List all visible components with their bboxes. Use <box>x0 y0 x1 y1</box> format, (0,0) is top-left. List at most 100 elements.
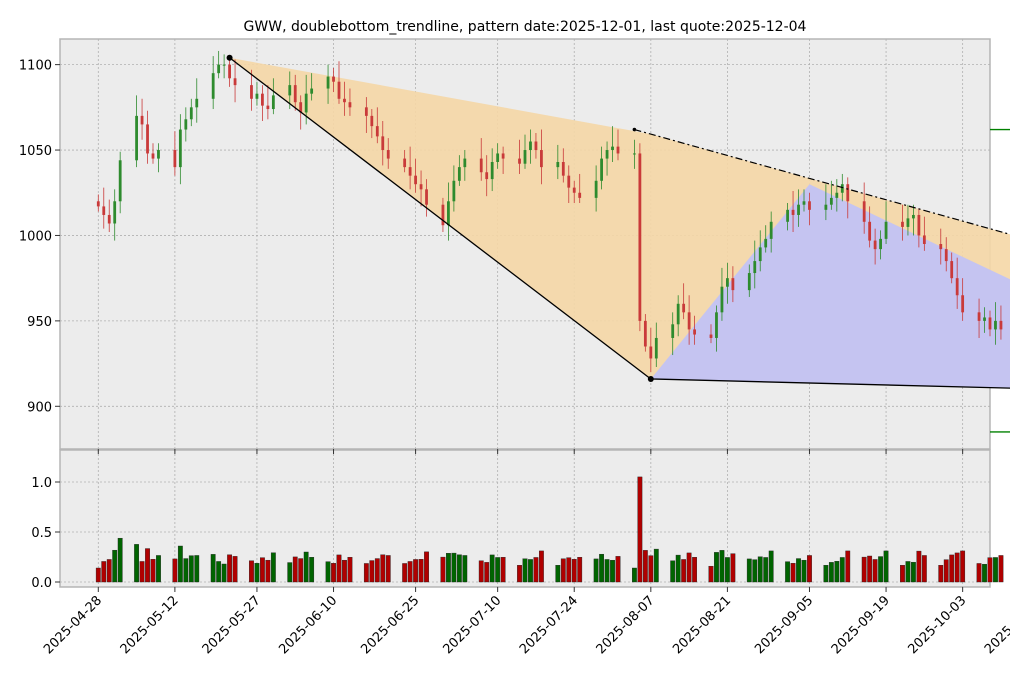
candle-body <box>386 150 390 159</box>
candle-body <box>638 153 642 321</box>
candle-body <box>496 153 500 162</box>
candle-body <box>178 129 182 168</box>
candle-body <box>802 201 806 205</box>
candle-body <box>414 175 417 185</box>
x-tick-label: 2025-09-05 <box>752 593 816 657</box>
volume-bar <box>495 557 501 583</box>
pattern-line <box>229 57 1010 389</box>
candle-body <box>261 93 264 106</box>
candle-body <box>747 273 751 291</box>
candle-body <box>463 158 467 168</box>
candle-body <box>950 261 954 279</box>
volume-bar <box>790 563 796 583</box>
volume-bar <box>440 556 446 583</box>
candle-body <box>862 201 866 222</box>
volume-bar <box>539 550 544 583</box>
candle-body <box>534 141 538 151</box>
volume-bar <box>872 559 878 583</box>
candle-body <box>879 238 882 250</box>
volume-bar <box>610 559 615 583</box>
candle-body <box>720 286 724 313</box>
volume-bar <box>101 561 107 583</box>
volume-bar <box>221 563 227 583</box>
volume-bar <box>785 561 790 583</box>
candle-body <box>452 180 456 202</box>
candle-body <box>835 192 839 198</box>
volume-bar <box>900 565 905 583</box>
x-tick-label: 2025-08-21 <box>670 593 734 657</box>
candle-body <box>332 76 335 82</box>
candle-body <box>649 346 653 359</box>
volume-bar <box>249 560 254 583</box>
candle-body <box>310 88 314 94</box>
volume-bar <box>692 557 697 583</box>
volume-bar <box>134 544 139 583</box>
price-tick-label: 1050 <box>19 144 52 159</box>
x-tick-label: 2025-10-17 <box>982 593 1010 657</box>
x-tick-label: 2025-10-03 <box>905 593 969 657</box>
pattern-point <box>226 54 233 61</box>
candle-body <box>961 295 965 313</box>
candle-body <box>556 162 560 168</box>
candle-body <box>501 153 505 159</box>
candle-body <box>829 197 833 205</box>
volume-bar <box>752 559 758 583</box>
candle-body <box>955 278 959 296</box>
candle-body <box>113 201 117 224</box>
candle-body <box>195 98 199 108</box>
candle-body <box>217 64 221 74</box>
volume-bar <box>653 548 659 583</box>
candle-body <box>605 150 609 159</box>
volume-bar <box>878 556 883 583</box>
volume-bar <box>801 559 807 583</box>
volume-bar <box>177 545 183 583</box>
volume-bar <box>112 549 118 583</box>
volume-bar <box>456 554 462 583</box>
y-tick-labels: 900 950 1000 1050 1100 0.0 0.5 1.0 <box>19 59 52 591</box>
volume-bar <box>675 554 681 583</box>
candle-body <box>370 115 374 127</box>
volume-bar <box>949 554 955 583</box>
candle-body <box>791 209 795 215</box>
candle-body <box>299 102 303 113</box>
volume-bar <box>380 554 386 583</box>
candle-body <box>364 107 368 116</box>
volume-bar <box>768 550 774 583</box>
candle-body <box>135 115 138 161</box>
volume-bar <box>254 563 260 583</box>
volume-bar <box>347 557 353 583</box>
candle-body <box>479 158 483 173</box>
candle-body <box>173 150 177 168</box>
volume-bar <box>156 555 161 583</box>
candle-body <box>917 214 921 236</box>
volume-bar <box>670 560 676 583</box>
candle-body <box>518 158 521 164</box>
volume-bar <box>117 537 123 583</box>
candle-body <box>189 107 193 120</box>
candle-body <box>348 102 352 108</box>
volume-bar <box>719 550 725 583</box>
candle-body <box>676 303 680 325</box>
x-tick-label: 2025-06-25 <box>358 593 422 657</box>
candle-body <box>758 247 762 262</box>
candle-body <box>457 167 461 181</box>
candle-body <box>600 158 603 181</box>
candle-body <box>786 209 789 222</box>
candle-body <box>151 153 155 159</box>
volume-bar <box>210 554 216 583</box>
candle-body <box>901 221 904 227</box>
candle-body <box>572 187 576 193</box>
volume-bar <box>292 556 298 583</box>
candle-body <box>211 73 215 99</box>
volume-bar <box>714 552 719 583</box>
x-tick-label: 2025-08-07 <box>594 593 658 657</box>
volume-bar <box>987 557 993 583</box>
candle-body <box>715 312 718 338</box>
volume-bar <box>725 557 730 583</box>
candle-body <box>808 201 811 210</box>
volume-bar <box>905 561 911 583</box>
volume-bar <box>757 556 763 583</box>
candle-body <box>408 167 412 176</box>
volume-bar <box>517 565 522 583</box>
